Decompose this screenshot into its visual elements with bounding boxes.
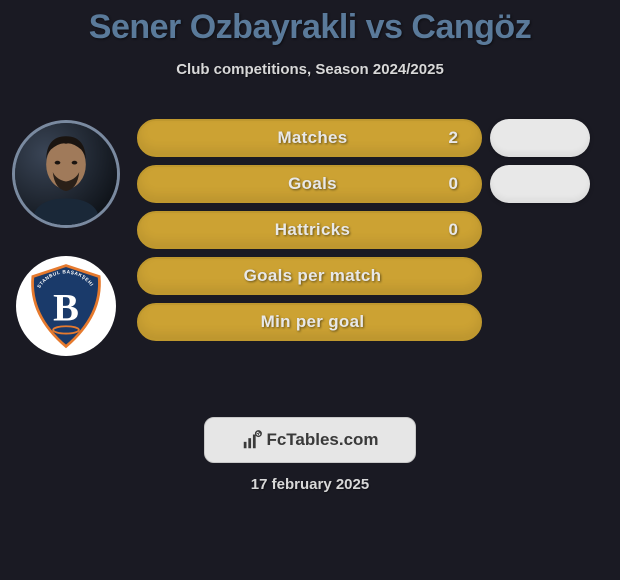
comparison-pills xyxy=(490,119,590,203)
stat-value: 0 xyxy=(444,174,458,194)
pill-goals xyxy=(490,165,590,203)
page-subtitle: Club competitions, Season 2024/2025 xyxy=(0,61,620,78)
club-badge-icon: ISTANBUL BAŞAKŞEHIR B xyxy=(20,260,112,352)
stat-label: Goals per match xyxy=(161,266,444,286)
player-column: ISTANBUL BAŞAKŞEHIR B xyxy=(6,120,126,356)
stat-label: Goals xyxy=(161,174,444,194)
player-avatar xyxy=(12,120,120,228)
generated-date: 17 february 2025 xyxy=(251,476,369,493)
stat-value: 2 xyxy=(444,128,458,148)
stat-bar-goals: Goals 0 xyxy=(137,165,482,203)
stat-label: Hattricks xyxy=(161,220,444,240)
chart-icon xyxy=(241,429,263,451)
stat-bar-min-per-goal: Min per goal xyxy=(137,303,482,341)
avatar-placeholder-icon xyxy=(15,123,117,225)
stat-label: Matches xyxy=(161,128,444,148)
brand-name: FcTables.com xyxy=(266,430,378,450)
stat-bar-goals-per-match: Goals per match xyxy=(137,257,482,295)
svg-text:B: B xyxy=(53,288,79,330)
stat-value: 0 xyxy=(444,220,458,240)
club-badge: ISTANBUL BAŞAKŞEHIR B xyxy=(16,256,116,356)
stat-label: Min per goal xyxy=(161,312,444,332)
stats-bars: Matches 2 Goals 0 Hattricks 0 Goals per … xyxy=(137,119,482,341)
stat-bar-hattricks: Hattricks 0 xyxy=(137,211,482,249)
stat-bar-matches: Matches 2 xyxy=(137,119,482,157)
pill-matches xyxy=(490,119,590,157)
brand-badge: FcTables.com xyxy=(204,417,416,463)
page-title: Sener Ozbayrakli vs Cangöz xyxy=(0,0,620,47)
